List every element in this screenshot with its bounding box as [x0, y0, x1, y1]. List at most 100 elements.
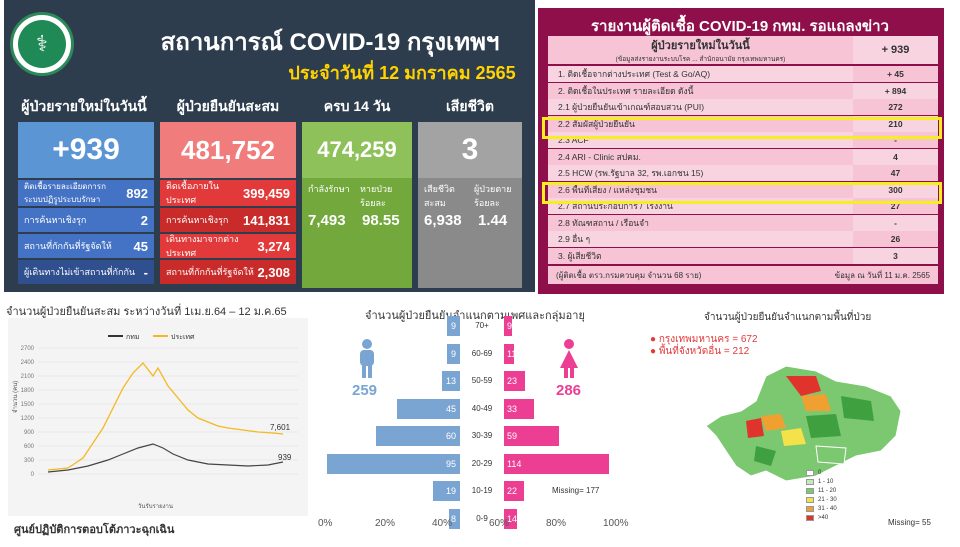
map-legend-swatch	[806, 488, 814, 494]
report-head-label: ผู้ป่วยรายใหม่ในวันนี้	[651, 40, 750, 52]
report-row-value: -	[853, 214, 938, 231]
male-bar: 19	[433, 481, 460, 501]
cum-row-1-value: 399,459	[243, 185, 290, 201]
male-bar: 45	[397, 398, 460, 419]
line-y-tick: 300	[24, 458, 35, 464]
map-legend-label: 1 - 10	[818, 479, 834, 485]
country-series-line	[47, 362, 284, 471]
male-bar: 95	[327, 453, 460, 474]
map-legend-item: 11 - 20	[806, 488, 836, 494]
legend-bkk: กทม	[126, 334, 139, 341]
report-row-value: 3	[853, 247, 938, 264]
female-bar: 114	[504, 453, 610, 474]
deaths-card: 3 เสียชีวิต สะสม ผู้ป่วยตาย ร้อยละ 6,938…	[418, 122, 522, 288]
new-row-2-value: 2	[140, 212, 148, 228]
report-row-value: 300	[853, 181, 938, 198]
legend-country: ประเทศ	[171, 334, 195, 341]
report-head: ผู้ป่วยรายใหม่ในวันนี้ (ข้อมูลส่งรายงานร…	[548, 36, 938, 64]
cumulative-header: ผู้ป่วยยืนยันสะสม	[176, 98, 280, 114]
line-x-axis-label: วันรับรายงาน	[138, 503, 173, 510]
line-y-tick: 2100	[21, 374, 35, 380]
map-title: จำนวนผู้ป่วยยืนยันจำแนกตามพื้นที่ป่วย	[704, 312, 872, 323]
cum-row-3-value: 3,274	[257, 238, 290, 254]
map-legend-item: 31 - 40	[806, 506, 837, 512]
male-bar: 60	[376, 426, 460, 446]
new-cases-header: ผู้ป่วยรายใหม่ในวันนี้	[21, 98, 147, 114]
bangkok-district-map	[706, 365, 902, 482]
report-row: 2.1 ผู้ป่วยยืนยันเข้าเกณฑ์สอบสวน (PUI) 27…	[548, 99, 938, 115]
line-y-tick: 1500	[21, 402, 35, 408]
report-row-label: 2.4 ARI - Clinic สปคม.	[548, 148, 853, 165]
female-bar: 33	[504, 398, 535, 419]
active-value: 7,493	[308, 212, 346, 229]
recovered-value: 474,259	[302, 122, 412, 178]
map-legend-swatch	[806, 497, 814, 503]
new-row-3-label: สถานที่กักกันที่รัฐจัดให้	[24, 241, 112, 251]
deaths-header: เสียชีวิต	[446, 98, 494, 114]
map-legend-swatch	[806, 515, 814, 521]
age-group-label: 70+	[475, 321, 489, 330]
fatality-value: 1.44	[478, 212, 508, 229]
new-row-4-value: -	[143, 264, 148, 280]
cum-row-2-value: 141,831	[243, 212, 290, 228]
report-row-label: 2. ติดเชื้อในประเทศ รายละเอียด ดังนี้	[548, 82, 853, 99]
new-row-3-value: 45	[133, 238, 148, 254]
deaths-value: 3	[418, 122, 522, 178]
line-y-tick: 900	[24, 430, 35, 436]
report-footer-right: ข้อมูล ณ วันที่ 11 ม.ค. 2565	[834, 270, 930, 280]
new-cases-card: +939 ติดเชื้อรายละเอียดการกระบบปฏิรูประบ…	[18, 122, 154, 288]
report-row-value: + 894	[853, 82, 938, 99]
report-row-value: + 45	[853, 66, 938, 82]
female-bar: 14	[504, 508, 517, 529]
report-row: 2.8 ทัณฑสถาน / เรือนจำ -	[548, 214, 938, 231]
line-y-axis-label: จำนวน (คน)	[12, 381, 19, 413]
cum-row-3-label: เดินทางมาจากต่างประเทศ	[166, 234, 239, 258]
female-bar: 22	[504, 481, 525, 501]
map-bkk-count: ● กรุงเทพมหานคร = 672	[650, 334, 758, 345]
age-group-label: 40-49	[471, 403, 493, 413]
deaths-cum-value: 6,938	[424, 212, 462, 229]
recovery-pct-value: 98.55	[362, 212, 400, 229]
pyramid-x-tick: 80%	[546, 518, 567, 529]
map-legend-swatch	[806, 479, 814, 485]
line-y-tick: 2700	[21, 346, 35, 352]
female-bar: 23	[504, 371, 526, 391]
report-head-value: + 939	[853, 36, 938, 64]
map-legend-label: >40	[818, 515, 829, 521]
report-row-label: 2.8 ทัณฑสถาน / เรือนจำ	[548, 214, 853, 231]
map-legend-swatch	[806, 470, 814, 476]
report-row-value: 47	[853, 165, 938, 181]
report-title: รายงานผู้ติดเชื้อ COVID-19 กทม. รอแถลงข่…	[590, 18, 889, 35]
cum-row-1-label: ติดเชื้อภายในประเทศ	[166, 181, 220, 205]
report-row-label: 2.1 ผู้ป่วยยืนยันเข้าเกณฑ์สอบสวน (PUI)	[548, 99, 853, 115]
age-group-label: 50-59	[471, 376, 493, 385]
line-y-tick: 600	[24, 444, 35, 450]
fatality-label: ผู้ป่วยตาย ร้อยละ	[474, 184, 512, 208]
pyramid-x-tick: 0%	[318, 518, 333, 529]
cum-row-2-label: การค้นหาเชิงรุก	[166, 215, 229, 225]
map-legend-item: >40	[806, 515, 828, 521]
cum-row-4-label: สถานที่กักกันที่รัฐจัดให้	[166, 267, 254, 277]
deaths-cum-label: เสียชีวิต สะสม	[424, 184, 455, 208]
pyramid-title: จำนวนผู้ป่วยยืนยันจำแนกตามเพศและกลุ่มอาย…	[365, 310, 585, 322]
page-title: สถานการณ์ COVID-19 กรุงเทพฯ	[160, 29, 500, 56]
line-y-tick: 0	[31, 472, 35, 478]
female-bar: 59	[504, 426, 559, 446]
map-legend-label: 21 - 30	[818, 497, 837, 503]
recovery-pct-label: หายป่วย ร้อยละ	[360, 184, 393, 208]
map-legend-label: 0	[818, 470, 822, 476]
pyramid-x-tick: 20%	[375, 518, 396, 529]
report-row-value: 272	[853, 99, 938, 115]
new-cases-value: +939	[18, 122, 154, 178]
moph-emblem-icon: ⚕	[10, 12, 74, 76]
cumulative-card: 481,752 ติดเชื้อภายในประเทศ 399,459 การค้…	[160, 122, 296, 288]
highlight-box-community	[542, 182, 942, 204]
map-legend-label: 31 - 40	[818, 506, 837, 512]
new-row-4-label: ผู้เดินทางไม่เข้าสถานที่กักกัน	[24, 267, 136, 277]
line-chart: 2700 2400 2100 1800 1500 1200 900 600 300 0 กทม ป…	[8, 318, 308, 516]
age-group-label: 10-19	[471, 486, 493, 495]
new-row-1-label: ติดเชื้อรายละเอียดการกระบบปฏิรูประบบรักษ…	[24, 182, 106, 204]
map-legend-item: 1 - 10	[806, 479, 833, 485]
age-group-label: 0-9	[476, 513, 488, 523]
